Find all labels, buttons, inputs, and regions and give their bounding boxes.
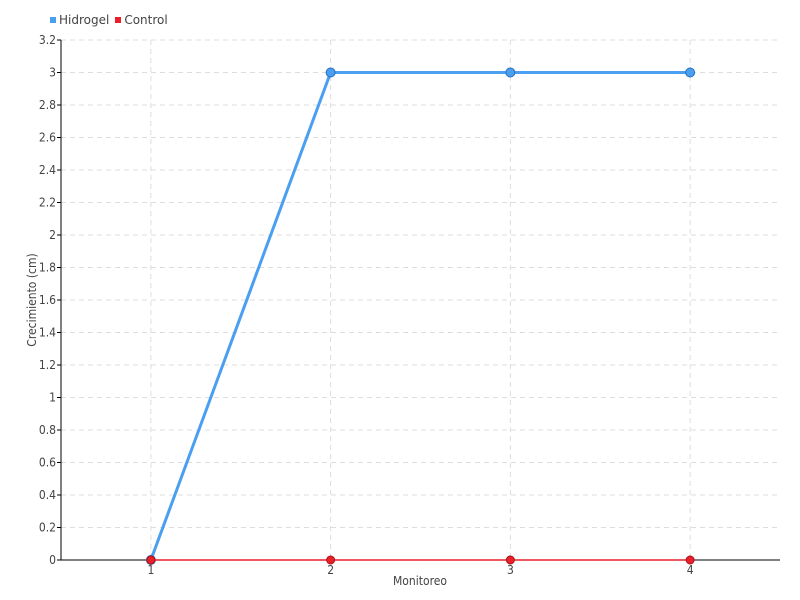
- y-tick-label: 2.4: [39, 163, 56, 177]
- grid: [61, 39, 780, 560]
- data-point-hidrogel: [325, 67, 336, 78]
- legend-label-hidrogel: Hidrogel: [59, 13, 110, 27]
- data-point-control: [505, 555, 515, 565]
- x-tick-label: 1: [147, 563, 154, 577]
- series: [145, 67, 696, 565]
- legend-item-control[interactable]: Control: [115, 13, 168, 27]
- y-tick-label: 0.4: [39, 488, 56, 502]
- y-tick-label: 3: [49, 66, 56, 80]
- y-tick-label: 2.2: [39, 196, 56, 210]
- y-tick-label: 1: [49, 391, 56, 405]
- y-axis-label: Crecimiento (cm): [25, 253, 39, 346]
- series-line-hidrogel: [149, 71, 691, 561]
- x-tick-label: 4: [687, 563, 694, 577]
- x-tick-label: 3: [507, 563, 514, 577]
- legend-swatch-hidrogel: [50, 17, 56, 23]
- y-tick-label: 0.6: [39, 456, 56, 470]
- y-tick-label: 2.8: [39, 98, 56, 112]
- y-tick-label: 1.8: [39, 261, 56, 275]
- data-point-control: [685, 555, 695, 565]
- data-point-control: [146, 555, 156, 565]
- y-tick-label: 2.6: [39, 131, 56, 145]
- y-tick-label: 1.6: [39, 293, 56, 307]
- legend-label-control: Control: [124, 13, 168, 27]
- y-tick-label: 3.2: [39, 33, 56, 47]
- axes: 0 0.2 0.4 0.6 0.8 1 1.2 1.4 1.6 1.8 2 2.2 2.4 2.6 2.8 3…: [39, 33, 780, 577]
- y-tick-label: 1.2: [39, 358, 56, 372]
- y-tick-label: 0.2: [39, 521, 56, 535]
- legend-swatch-control: [115, 17, 122, 23]
- data-point-control: [326, 555, 336, 565]
- legend-item-hidrogel[interactable]: Hidrogel: [50, 13, 109, 27]
- data-point-hidrogel: [505, 67, 516, 78]
- data-point-hidrogel: [685, 67, 696, 78]
- legend: Hidrogel Control: [50, 13, 168, 27]
- x-axis-label: Monitoreo: [393, 574, 447, 588]
- y-tick-label: 1.4: [39, 326, 56, 340]
- x-tick-label: 2: [327, 563, 334, 577]
- y-tick-label: 0: [49, 553, 56, 567]
- y-tick-label: 2: [49, 228, 56, 242]
- y-tick-label: 0.8: [39, 423, 56, 437]
